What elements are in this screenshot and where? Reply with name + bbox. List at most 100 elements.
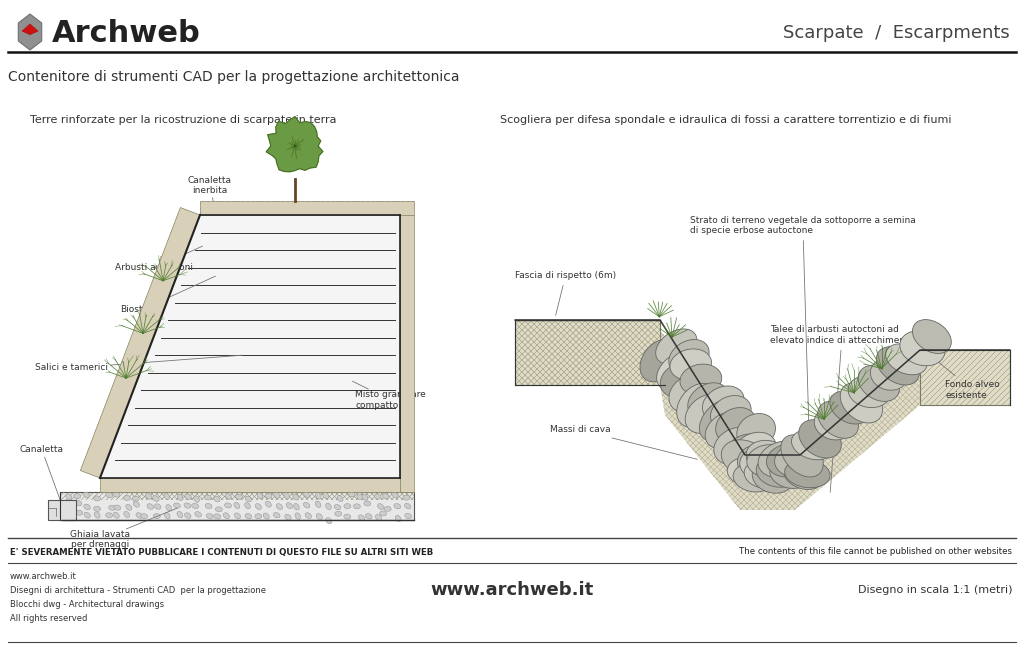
Ellipse shape [660,361,706,398]
Ellipse shape [337,495,343,502]
Text: Fondo alveo
esistente: Fondo alveo esistente [932,357,999,400]
Ellipse shape [184,503,190,508]
Ellipse shape [303,502,310,508]
Ellipse shape [886,344,927,375]
Text: www.archweb.it: www.archweb.it [10,572,77,581]
Ellipse shape [706,412,745,449]
Ellipse shape [265,493,272,498]
Ellipse shape [75,500,82,506]
Ellipse shape [912,320,951,354]
Ellipse shape [841,383,883,423]
Ellipse shape [677,383,718,427]
Ellipse shape [126,504,132,510]
Ellipse shape [263,513,269,519]
Ellipse shape [173,503,180,508]
Ellipse shape [323,493,329,498]
Ellipse shape [67,514,74,519]
Text: Archweb: Archweb [52,18,201,48]
Ellipse shape [132,496,139,501]
Ellipse shape [206,514,213,519]
Ellipse shape [153,496,159,501]
Text: Terre rinforzate per la ricostruzione di scarpate in terra: Terre rinforzate per la ricostruzione di… [30,115,337,125]
Ellipse shape [74,494,81,498]
Ellipse shape [326,503,332,510]
Ellipse shape [792,430,835,460]
Polygon shape [80,208,200,478]
Text: Biostuoia: Biostuoia [120,276,215,314]
Ellipse shape [114,512,119,518]
Ellipse shape [877,346,920,385]
Ellipse shape [395,515,401,521]
Ellipse shape [376,515,382,520]
Polygon shape [200,201,414,215]
Ellipse shape [727,457,771,487]
Ellipse shape [394,504,400,509]
Ellipse shape [293,494,299,500]
Text: Massi di cava: Massi di cava [550,426,697,459]
Text: Disegno in scala 1:1 (metri): Disegno in scala 1:1 (metri) [857,585,1012,595]
Ellipse shape [62,504,70,509]
Text: Scogliera per difesa spondale e idraulica di fossi a carattere torrentizio e di : Scogliera per difesa spondale e idraulic… [500,115,951,125]
Ellipse shape [669,339,710,374]
Polygon shape [18,14,42,50]
Ellipse shape [225,493,231,499]
Ellipse shape [140,514,147,519]
Ellipse shape [305,513,311,518]
Ellipse shape [265,501,271,507]
Ellipse shape [245,502,251,509]
Ellipse shape [245,514,252,519]
Ellipse shape [737,413,775,448]
Polygon shape [400,215,414,492]
Ellipse shape [84,512,90,518]
Text: Misto granulare
compatto: Misto granulare compatto [352,381,426,409]
Ellipse shape [83,492,90,498]
Text: www.archweb.it: www.archweb.it [430,581,594,599]
Ellipse shape [774,443,823,477]
Ellipse shape [699,399,741,441]
Ellipse shape [656,351,700,390]
Ellipse shape [66,494,72,500]
Text: Scarpate  /  Escarpments: Scarpate / Escarpments [783,24,1010,42]
Ellipse shape [348,492,355,496]
Ellipse shape [194,496,200,502]
Ellipse shape [273,493,280,498]
Polygon shape [60,492,414,520]
Ellipse shape [285,514,291,520]
Ellipse shape [335,511,342,516]
Ellipse shape [204,495,211,500]
Ellipse shape [829,391,869,424]
Ellipse shape [245,496,252,502]
Ellipse shape [392,492,398,498]
Ellipse shape [818,401,858,438]
Ellipse shape [294,504,299,510]
Ellipse shape [255,514,262,519]
Ellipse shape [154,514,161,519]
Polygon shape [48,500,76,520]
Ellipse shape [286,503,293,508]
Ellipse shape [113,492,120,497]
Ellipse shape [114,505,121,510]
Ellipse shape [702,386,744,421]
Polygon shape [22,24,38,35]
Ellipse shape [191,503,199,508]
Ellipse shape [233,502,240,509]
Ellipse shape [900,331,945,365]
Ellipse shape [124,512,130,517]
Ellipse shape [403,495,410,500]
Ellipse shape [358,515,365,521]
Ellipse shape [93,496,100,501]
Ellipse shape [814,408,853,440]
Ellipse shape [276,504,283,510]
Ellipse shape [739,447,784,480]
Ellipse shape [770,459,811,489]
Text: Salici e tamerici: Salici e tamerici [35,355,243,373]
Ellipse shape [870,358,908,390]
Ellipse shape [295,513,301,519]
Ellipse shape [733,432,776,467]
Ellipse shape [753,460,794,493]
Ellipse shape [224,503,231,508]
Text: All rights reserved: All rights reserved [10,614,87,623]
Ellipse shape [214,496,220,502]
Ellipse shape [746,445,793,477]
Ellipse shape [384,506,391,512]
